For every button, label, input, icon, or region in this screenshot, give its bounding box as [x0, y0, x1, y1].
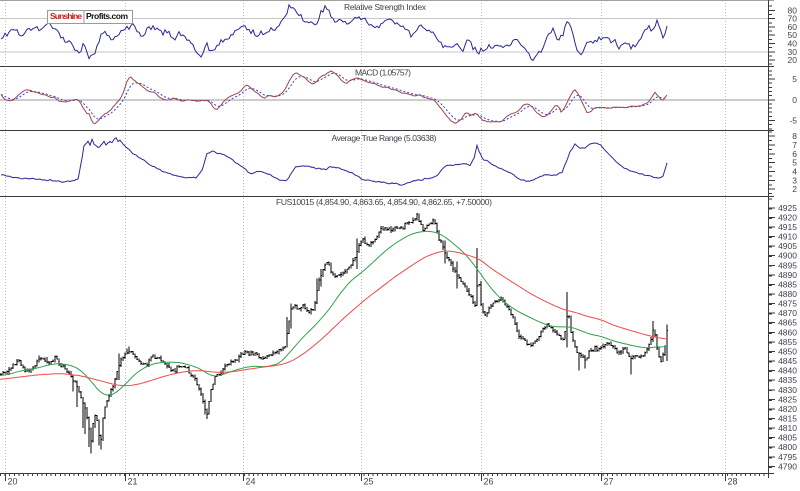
svg-text:4900: 4900 — [778, 251, 797, 261]
svg-text:Average True Range (5.03638): Average True Range (5.03638) — [332, 133, 437, 143]
svg-text:4870: 4870 — [778, 308, 797, 318]
svg-text:4835: 4835 — [778, 375, 797, 385]
svg-text:24: 24 — [246, 477, 256, 487]
svg-text:3: 3 — [792, 175, 797, 185]
svg-text:4825: 4825 — [778, 394, 797, 404]
svg-text:21: 21 — [128, 477, 138, 487]
svg-text:4810: 4810 — [778, 423, 797, 433]
svg-text:4915: 4915 — [778, 222, 797, 232]
svg-text:4905: 4905 — [778, 241, 797, 251]
svg-text:4845: 4845 — [778, 356, 797, 366]
svg-text:4800: 4800 — [778, 442, 797, 452]
svg-text:MACD (1.05757): MACD (1.05757) — [355, 68, 411, 78]
svg-text:4850: 4850 — [778, 347, 797, 357]
svg-text:6: 6 — [792, 149, 797, 159]
svg-text:Profits.com: Profits.com — [86, 11, 128, 21]
svg-text:4840: 4840 — [778, 366, 797, 376]
svg-text:4815: 4815 — [778, 414, 797, 424]
svg-text:4860: 4860 — [778, 327, 797, 337]
svg-text:Relative Strength Index: Relative Strength Index — [344, 2, 427, 12]
svg-text:0: 0 — [792, 95, 797, 105]
svg-text:4865: 4865 — [778, 318, 797, 328]
svg-text:Sunshine: Sunshine — [50, 11, 82, 21]
svg-text:80: 80 — [788, 5, 798, 15]
svg-text:8: 8 — [792, 131, 797, 141]
svg-text:26: 26 — [484, 477, 494, 487]
svg-text:4820: 4820 — [778, 404, 797, 414]
svg-text:4920: 4920 — [778, 212, 797, 222]
svg-text:40: 40 — [788, 39, 798, 49]
svg-text:7: 7 — [792, 140, 797, 150]
svg-text:4790: 4790 — [778, 461, 797, 471]
svg-text:60: 60 — [788, 22, 798, 32]
svg-text:50: 50 — [788, 30, 798, 40]
svg-text:4895: 4895 — [778, 260, 797, 270]
svg-text:4910: 4910 — [778, 232, 797, 242]
svg-text:4830: 4830 — [778, 385, 797, 395]
svg-text:20: 20 — [8, 477, 18, 487]
svg-text:4855: 4855 — [778, 337, 797, 347]
svg-text:4805: 4805 — [778, 433, 797, 443]
svg-text:20: 20 — [788, 55, 798, 65]
svg-text:2: 2 — [792, 184, 797, 194]
svg-text:5: 5 — [792, 158, 797, 168]
svg-text:FUS10015 (4,854.90, 4,863.65,: FUS10015 (4,854.90, 4,863.65, 4,854.90, … — [276, 197, 492, 207]
svg-text:4: 4 — [792, 167, 797, 177]
svg-text:27: 27 — [604, 477, 614, 487]
svg-text:70: 70 — [788, 14, 798, 24]
svg-text:4925: 4925 — [778, 203, 797, 213]
svg-text:5: 5 — [792, 74, 797, 84]
svg-text:4880: 4880 — [778, 289, 797, 299]
svg-text:4885: 4885 — [778, 279, 797, 289]
svg-text:30: 30 — [788, 47, 798, 57]
svg-text:4795: 4795 — [778, 452, 797, 462]
svg-text:28: 28 — [728, 477, 738, 487]
svg-text:4875: 4875 — [778, 299, 797, 309]
svg-text:4890: 4890 — [778, 270, 797, 280]
svg-text:25: 25 — [364, 477, 374, 487]
svg-text:-5: -5 — [789, 116, 797, 126]
